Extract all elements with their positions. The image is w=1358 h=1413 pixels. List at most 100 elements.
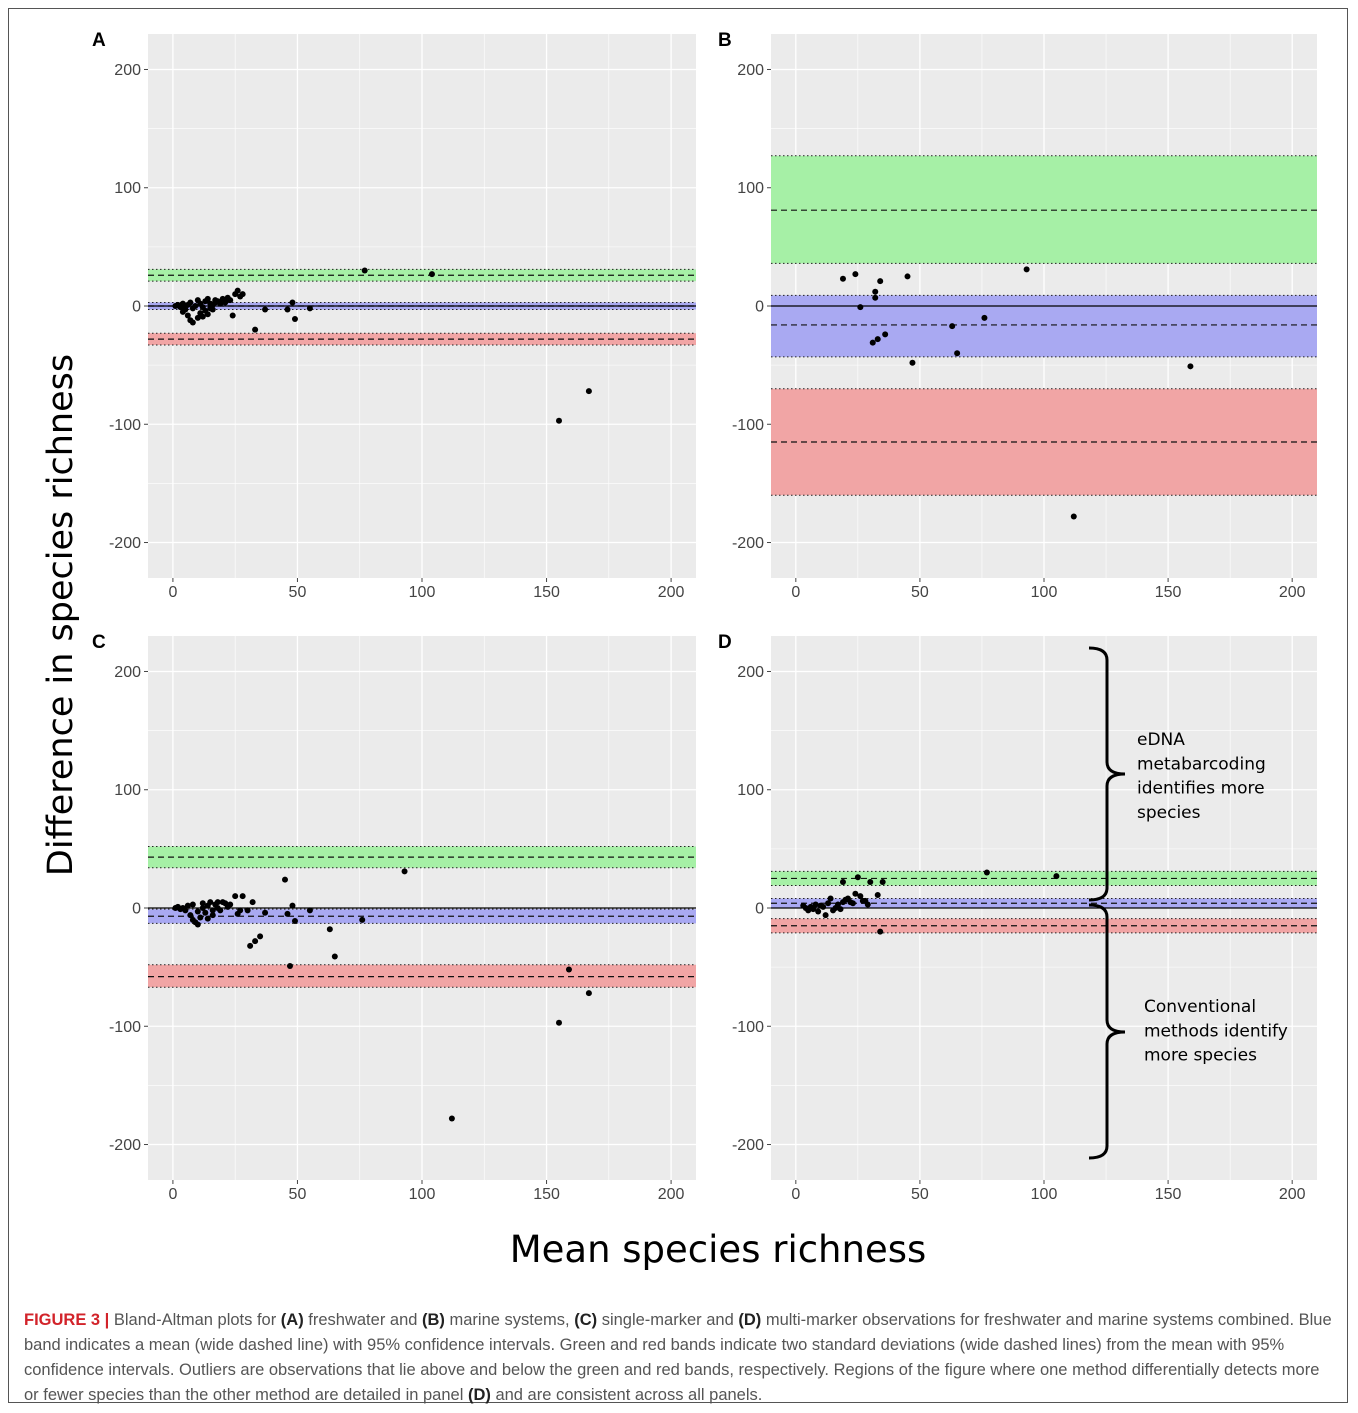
data-point bbox=[199, 905, 206, 911]
data-point bbox=[954, 350, 961, 357]
data-point bbox=[839, 275, 846, 282]
data-point bbox=[229, 312, 236, 319]
y-tick-label: -100 bbox=[109, 417, 141, 434]
x-tick-label: 200 bbox=[1279, 584, 1306, 601]
data-point bbox=[232, 893, 239, 900]
y-tick-label: -200 bbox=[109, 1137, 141, 1154]
caption-part: multi-marker observations for freshwater… bbox=[24, 1311, 1332, 1404]
data-point bbox=[291, 918, 298, 925]
data-point bbox=[585, 388, 592, 395]
data-point bbox=[1187, 363, 1194, 370]
data-point bbox=[812, 901, 819, 908]
panel-a: 0 50 100 150 200 -200 -100 0 100 200 A bbox=[92, 30, 696, 601]
data-point bbox=[289, 299, 296, 306]
caption-part: (A) bbox=[280, 1311, 304, 1329]
x-tick-label: 150 bbox=[1155, 584, 1182, 601]
data-point bbox=[904, 273, 911, 280]
y-tick-label: 100 bbox=[737, 180, 764, 197]
data-point bbox=[401, 868, 408, 875]
data-point bbox=[249, 899, 256, 906]
data-point bbox=[1070, 513, 1077, 520]
data-point bbox=[585, 990, 592, 997]
y-tick-label: 100 bbox=[737, 782, 764, 799]
data-point bbox=[852, 890, 859, 897]
data-point bbox=[306, 907, 313, 914]
data-point bbox=[874, 891, 881, 898]
data-point bbox=[983, 869, 990, 876]
data-point bbox=[361, 267, 368, 274]
annotation-upper-line: metabarcoding bbox=[1137, 754, 1266, 774]
data-point bbox=[189, 319, 196, 326]
annotation-upper-line: identifies more bbox=[1137, 779, 1265, 799]
data-point bbox=[184, 902, 191, 909]
data-point bbox=[234, 287, 241, 294]
data-point bbox=[182, 907, 189, 914]
y-tick-label: 100 bbox=[114, 180, 141, 197]
panel-label: C bbox=[92, 632, 106, 653]
data-point bbox=[217, 300, 224, 307]
data-point bbox=[262, 909, 269, 916]
x-tick-label: 50 bbox=[911, 1186, 929, 1203]
panel-label: A bbox=[92, 30, 106, 51]
data-point bbox=[837, 906, 844, 913]
annotation-upper-line: species bbox=[1137, 803, 1201, 823]
x-tick-label: 200 bbox=[658, 584, 685, 601]
data-point bbox=[194, 314, 201, 321]
data-point bbox=[867, 878, 874, 885]
data-point bbox=[284, 306, 291, 313]
data-point bbox=[227, 297, 234, 304]
x-tick-label: 200 bbox=[1279, 1186, 1306, 1203]
data-point bbox=[839, 878, 846, 885]
figure-frame bbox=[8, 8, 1348, 1403]
figure-canvas: 0 50 100 150 200 -200 -100 0 100 200 A 0 50 100 150 200… bbox=[41, 30, 1317, 1271]
data-point bbox=[565, 966, 572, 973]
data-point bbox=[282, 876, 288, 883]
data-point bbox=[810, 906, 817, 913]
x-tick-label: 50 bbox=[911, 584, 929, 601]
data-point bbox=[244, 907, 251, 914]
data-point bbox=[949, 323, 956, 330]
y-tick-label: 0 bbox=[755, 901, 764, 918]
data-point bbox=[214, 899, 221, 906]
data-point bbox=[252, 938, 259, 945]
data-point bbox=[556, 417, 562, 424]
x-tick-label: 50 bbox=[289, 1186, 307, 1203]
x-tick-label: 0 bbox=[168, 584, 177, 601]
x-tick-label: 100 bbox=[409, 1186, 436, 1203]
data-point bbox=[874, 336, 881, 343]
data-point bbox=[820, 903, 827, 910]
data-point bbox=[187, 299, 194, 306]
caption-part: freshwater and bbox=[303, 1311, 423, 1329]
y-tick-label: -100 bbox=[732, 417, 764, 434]
data-point bbox=[877, 928, 884, 935]
caption-part: (B) bbox=[422, 1311, 445, 1329]
y-tick-label: 0 bbox=[132, 901, 141, 918]
data-point bbox=[857, 893, 864, 900]
caption-part: (D) bbox=[738, 1311, 762, 1329]
data-point bbox=[184, 312, 191, 319]
data-point bbox=[204, 311, 211, 318]
data-point bbox=[1023, 266, 1030, 273]
data-point bbox=[835, 901, 842, 908]
x-tick-label: 0 bbox=[791, 584, 800, 601]
lower-brace bbox=[1088, 903, 1126, 1160]
x-tick-label: 50 bbox=[289, 584, 307, 601]
data-point bbox=[864, 901, 871, 908]
data-point bbox=[825, 900, 832, 907]
data-point bbox=[872, 294, 879, 301]
data-point bbox=[194, 921, 201, 928]
x-tick-label: 150 bbox=[1155, 1186, 1182, 1203]
x-tick-label: 100 bbox=[1031, 1186, 1058, 1203]
data-point bbox=[827, 895, 834, 902]
panel-c: 0 50 100 150 200 -200 -100 0 100 200 C bbox=[92, 632, 696, 1203]
annotation-lower-line: methods identify bbox=[1144, 1021, 1288, 1041]
data-point bbox=[869, 339, 876, 346]
data-point bbox=[204, 915, 211, 922]
figure-caption: FIGURE 3 | Bland-Altman plots for (A) fr… bbox=[24, 1308, 1334, 1408]
x-tick-label: 150 bbox=[533, 584, 560, 601]
upper-brace bbox=[1088, 646, 1126, 902]
y-tick-label: -200 bbox=[109, 535, 141, 552]
y-tick-label: -100 bbox=[109, 1019, 141, 1036]
caption-part: marine systems, bbox=[444, 1311, 575, 1329]
data-point bbox=[1053, 873, 1060, 880]
